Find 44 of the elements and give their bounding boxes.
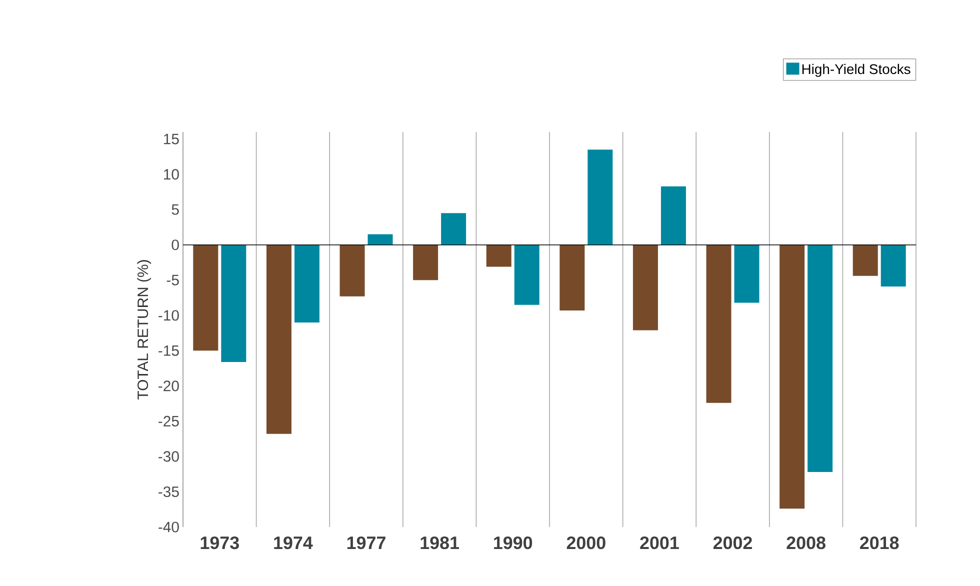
y-tick-label: -15 — [158, 345, 179, 356]
bar — [413, 244, 438, 280]
y-tick-label: -25 — [158, 416, 179, 426]
legend-label: High-Yield Stocks — [802, 64, 910, 77]
bar — [880, 244, 906, 286]
bar — [632, 244, 658, 330]
x-tick-label: 1977 — [347, 536, 386, 550]
y-tick-label: -35 — [158, 486, 179, 498]
x-tick-label: 2008 — [786, 536, 826, 550]
y-tick-label: 5 — [172, 204, 179, 215]
bar — [660, 186, 686, 245]
y-tick-label: -5 — [166, 274, 179, 286]
x-tick-label: 1981 — [420, 536, 460, 550]
y-tick-label: 0 — [172, 240, 179, 250]
y-tick-label: -10 — [158, 310, 179, 321]
bar — [221, 244, 246, 362]
bar — [441, 213, 466, 245]
bar — [514, 244, 540, 305]
bar — [560, 244, 585, 310]
x-tick-label: 1990 — [494, 536, 532, 550]
bar — [266, 244, 292, 434]
bar — [852, 244, 878, 276]
x-tick-label: 1974 — [274, 536, 313, 550]
bar — [340, 244, 365, 296]
y-tick-label: -30 — [158, 451, 179, 462]
x-tick-label: 2018 — [860, 536, 899, 550]
bar — [368, 234, 393, 245]
x-tick-label: 2001 — [640, 536, 679, 550]
bar — [588, 150, 613, 245]
bar — [193, 244, 218, 351]
x-tick-label: 2002 — [713, 536, 752, 550]
y-tick-label: 15 — [164, 134, 179, 144]
bar — [734, 244, 760, 303]
y-tick-label: -40 — [158, 522, 179, 532]
y-axis-title: TOTAL RETURN (%) — [137, 260, 152, 400]
x-tick-label: 1973 — [200, 536, 239, 550]
bar — [486, 244, 512, 267]
y-tick-label: -20 — [158, 380, 179, 392]
bar — [780, 244, 805, 509]
bar — [808, 244, 833, 472]
x-tick-label: 2000 — [566, 536, 606, 550]
bar — [706, 244, 732, 403]
bar — [294, 244, 320, 322]
y-tick-label: 10 — [164, 169, 179, 180]
